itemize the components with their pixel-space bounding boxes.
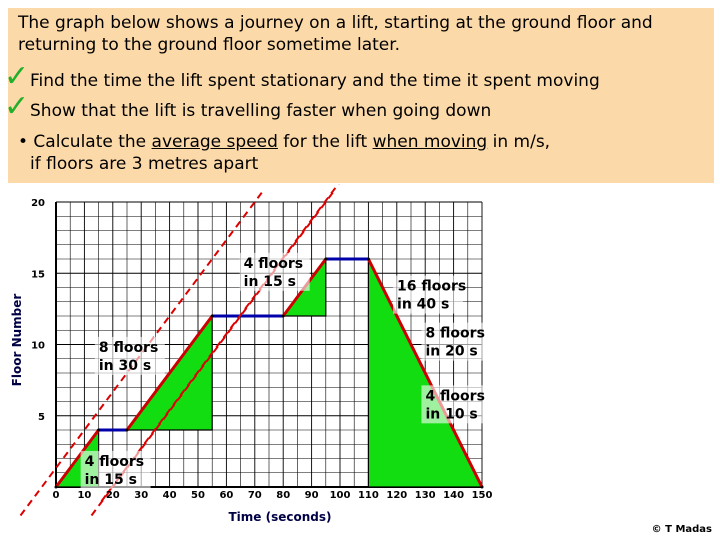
bullet3-average-speed: average speed (151, 132, 278, 152)
y-tick-label: 5 (38, 412, 45, 423)
grid (55, 201, 483, 488)
annotation-label: in 15 s (244, 274, 296, 290)
journey-point (125, 428, 129, 432)
bullet3-line2: if floors are 3 metres apart (30, 154, 259, 174)
x-tick-label: 100 (330, 490, 351, 501)
journey-point (54, 485, 58, 489)
question-intro: The graph below shows a journey on a lif… (18, 13, 653, 55)
moving-segment (54, 429, 100, 488)
x-tick-label: 50 (191, 490, 205, 501)
dashed-guides (19, 184, 340, 517)
annotations: 4 floors in 15 s 16 floors in 40 s 8 floors i… (80, 252, 492, 489)
x-tick-label: 130 (415, 490, 436, 501)
bullet-stationary-moving: Find the time the lift spent stationary … (30, 71, 600, 91)
annotation-bg (94, 336, 165, 375)
tick-labels: 0 10 20 30 40 50 60 70 80 90 100 110 120 130 140 150 5 10… (31, 198, 492, 501)
annotation-bg (421, 385, 492, 424)
bullet-faster-down: Show that the lift is travelling faster … (30, 101, 492, 121)
x-tick-label: 20 (106, 490, 120, 501)
x-tick-label: 60 (219, 490, 233, 501)
dashed-guide-line (19, 191, 263, 517)
x-tick-label: 110 (358, 490, 379, 501)
moving-segment (125, 315, 214, 431)
journey-point (97, 428, 101, 432)
journey-point (281, 314, 285, 318)
x-tick-label: 150 (472, 490, 493, 501)
annotation-label: 16 floors (397, 279, 466, 295)
annotation-label: in 40 s (397, 297, 449, 313)
annotation-label: in 15 s (85, 472, 137, 488)
x-tick-label: 70 (248, 490, 262, 501)
annotation-label: in 30 s (99, 358, 151, 374)
journey-point (366, 257, 370, 261)
moving-segment (367, 258, 484, 488)
journey-point (324, 257, 328, 261)
checkmark-icon: ✓ (4, 59, 30, 94)
x-tick-label: 80 (276, 490, 290, 501)
annotation-label: 4 floors (244, 256, 303, 272)
annotation-label: 4 floors (425, 388, 484, 404)
journey-point (480, 485, 484, 489)
y-axis-title: Floor Number (10, 294, 24, 387)
x-axis-title: Time (seconds) (228, 510, 331, 524)
x-tick-label: 90 (305, 490, 319, 501)
annotation-label: in 10 s (425, 406, 477, 422)
annotation-bg (80, 450, 151, 489)
checkmark-icon: ✓ (4, 89, 30, 124)
bullet3-when-moving: when moving (372, 132, 488, 152)
annotation-label: 8 floors (99, 340, 158, 356)
annotation-bg (239, 252, 310, 291)
x-tick-label: 140 (443, 490, 464, 501)
bullet3-pre: • Calculate the (18, 132, 152, 152)
annotation-label: 8 floors (425, 326, 484, 342)
x-tick-label: 40 (163, 490, 177, 501)
bullet3-mid: for the lift (277, 132, 373, 152)
x-tick-label: 0 (53, 490, 60, 501)
y-tick-label: 10 (31, 341, 45, 352)
copyright: © T Madas (651, 524, 712, 535)
dashed-guide-line (100, 184, 340, 502)
y-tick-label: 20 (31, 198, 45, 209)
annotation-label: in 20 s (425, 344, 477, 360)
annotation-bg (421, 322, 492, 361)
bullet-average-speed: • Calculate the average speed for the li… (18, 131, 550, 153)
question-panel (8, 8, 714, 183)
bullet3-post: in m/s, (487, 132, 551, 152)
annotation-bg (393, 275, 464, 314)
journey-point (210, 314, 214, 318)
x-tick-label: 120 (386, 490, 407, 501)
x-tick-label: 10 (77, 490, 91, 501)
annotation-label: 4 floors (85, 454, 144, 470)
x-tick-label: 30 (134, 490, 148, 501)
y-tick-label: 15 (31, 269, 45, 280)
